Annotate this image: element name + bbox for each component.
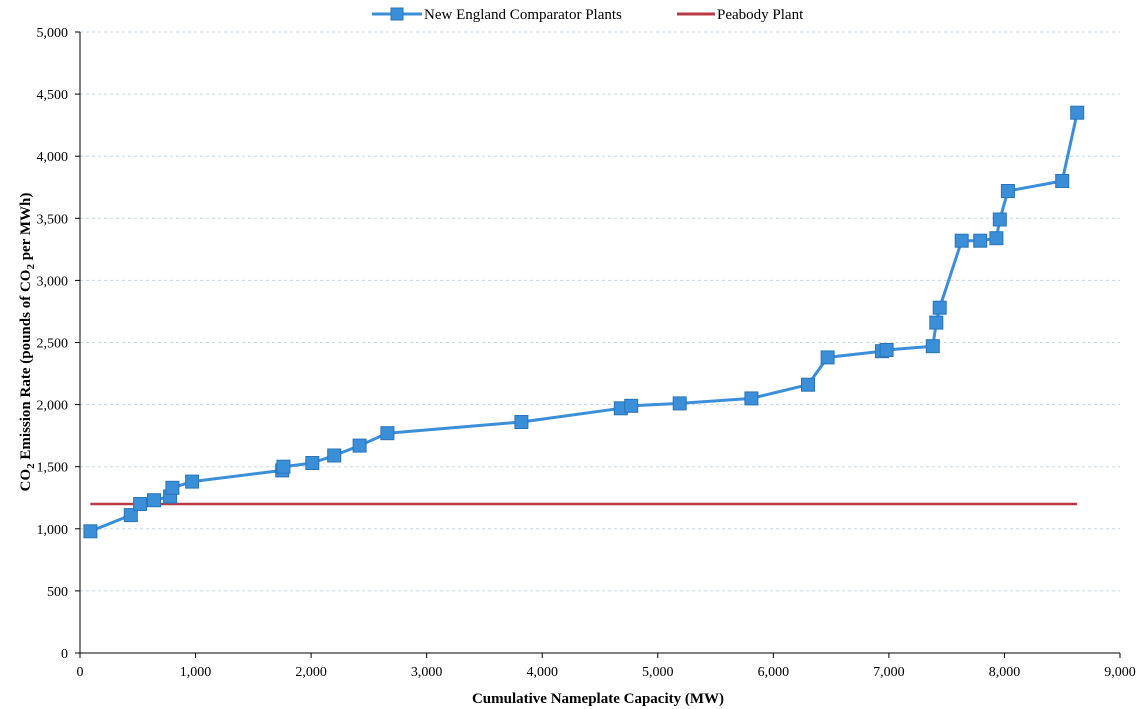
data-point-comparator <box>305 456 320 470</box>
legend-label-peabody: Peabody Plant <box>717 7 804 23</box>
x-tick-label: 2,000 <box>295 665 327 680</box>
data-point-comparator <box>973 233 988 248</box>
data-point-comparator <box>929 315 944 330</box>
data-point-comparator <box>989 231 1004 246</box>
x-tick-label: 5,000 <box>642 665 674 680</box>
data-point-comparator <box>879 343 894 357</box>
y-tick-label: 500 <box>47 585 68 600</box>
x-tick-label: 6,000 <box>758 665 790 680</box>
data-point-comparator <box>276 459 291 474</box>
data-point-comparator <box>801 377 815 392</box>
legend: New England Comparator Plants Peabody Pl… <box>372 7 804 23</box>
series-line-comparator <box>89 112 1079 533</box>
data-point-comparator <box>1055 174 1070 188</box>
data-point-comparator <box>992 212 1007 227</box>
y-tick-label: 4,500 <box>37 88 69 103</box>
data-point-comparator <box>380 426 395 441</box>
axes <box>75 31 1121 658</box>
data-point-comparator <box>185 474 200 489</box>
x-tick-label: 1,000 <box>180 665 212 680</box>
y-tick-label: 2,000 <box>37 399 69 414</box>
y-axis-title-part-3: per MWh) <box>18 193 34 264</box>
data-point-comparator <box>624 398 639 413</box>
x-tick-label: 9,000 <box>1104 665 1136 680</box>
y-tick-label: 5,000 <box>37 26 69 41</box>
y-axis-title: CO2 Emission Rate (pounds of CO2 per MWh… <box>18 193 37 492</box>
data-point-comparator <box>744 391 759 406</box>
y-axis-title-part-1: CO <box>18 469 34 492</box>
legend-label-comparator: New England Comparator Plants <box>424 7 622 23</box>
data-point-comparator <box>123 508 138 523</box>
legend-marker-comparator <box>390 7 404 21</box>
data-point-comparator <box>327 448 342 463</box>
x-tick-labels: 0 1,000 2,000 3,000 4,000 5,000 6,000 7,000 8,00… <box>77 665 1136 680</box>
y-tick-label: 1,000 <box>37 523 69 538</box>
y-tick-label: 4,000 <box>37 150 69 165</box>
data-point-comparator <box>133 497 148 511</box>
data-point-comparator <box>932 300 947 315</box>
x-tick-label: 8,000 <box>989 665 1021 680</box>
y-tick-label: 2,500 <box>37 337 69 352</box>
y-axis-title-part-2: Emission Rate (pounds of CO <box>18 270 34 464</box>
x-axis-title: Cumulative Nameplate Capacity (MW) <box>472 691 724 707</box>
y-tick-labels: 0 500 1,000 1,500 2,000 2,500 3,000 3,500 4,000 4… <box>37 26 69 662</box>
data-point-comparator <box>352 438 367 453</box>
data-point-comparator <box>925 339 940 354</box>
x-tick-label: 7,000 <box>873 665 905 680</box>
data-point-comparator <box>1070 105 1085 120</box>
y-axis-title-subscript-1: 2 <box>25 463 37 469</box>
grid-lines <box>80 31 1120 592</box>
series <box>83 105 1085 539</box>
y-axis-title-subscript-2: 2 <box>25 264 37 270</box>
data-point-comparator <box>165 480 180 495</box>
data-point-comparator <box>954 233 969 248</box>
data-point-comparator <box>672 396 687 411</box>
y-tick-label: 1,500 <box>37 461 69 476</box>
y-tick-label: 3,000 <box>37 274 69 289</box>
data-point-comparator <box>514 415 529 429</box>
y-tick-label: 3,500 <box>37 212 69 227</box>
data-point-comparator <box>1000 184 1015 198</box>
data-point-comparator <box>147 493 161 508</box>
x-tick-label: 3,000 <box>411 665 443 680</box>
x-tick-label: 0 <box>77 665 84 680</box>
data-point-comparator <box>820 350 835 365</box>
data-point-comparator <box>83 524 98 539</box>
x-tick-label: 4,000 <box>526 665 558 680</box>
y-tick-label: 0 <box>61 647 68 662</box>
